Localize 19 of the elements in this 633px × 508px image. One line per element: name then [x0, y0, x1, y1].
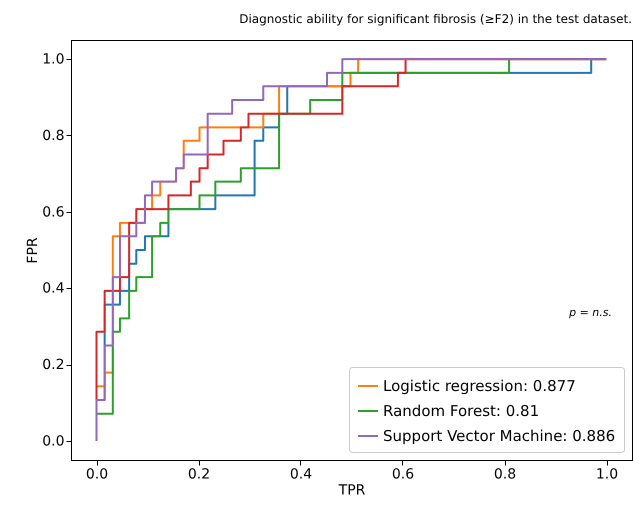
y-tick-label: 0.2: [42, 357, 64, 374]
y-tick-label: 0.0: [42, 433, 64, 450]
y-tick-label: 1.0: [42, 52, 64, 68]
x-axis-title: TPR: [338, 482, 366, 498]
legend-label: Support Vector Machine: 0.886: [383, 427, 616, 445]
annotation: p = n.s.: [568, 306, 612, 319]
x-tick-label: 1.0: [596, 466, 618, 482]
y-tick-label: 0.8: [42, 128, 64, 144]
x-tick-label: 0.0: [86, 466, 108, 482]
legend-label: Random Forest: 0.81: [383, 402, 540, 420]
x-tick-label: 0.8: [494, 466, 516, 482]
x-tick-label: 0.4: [290, 466, 312, 482]
legend-label: Logistic regression: 0.877: [383, 377, 576, 395]
x-tick-label: 0.2: [188, 466, 210, 482]
x-tick-label: 0.6: [392, 466, 414, 482]
y-axis-title: FPR: [25, 237, 42, 264]
y-tick-label: 0.6: [42, 204, 65, 220]
chart-title: Diagnostic ability for significant fibrosis (≥F2) in the test dataset.: [239, 12, 632, 26]
y-tick-label: 0.4: [42, 280, 65, 297]
